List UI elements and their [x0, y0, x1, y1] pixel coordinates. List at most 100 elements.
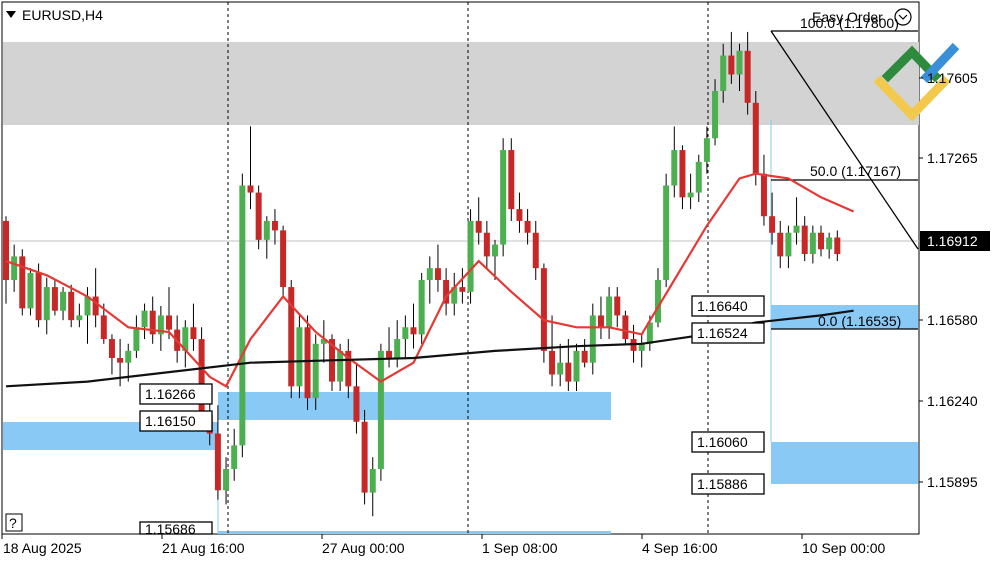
- bullish-candle: [809, 232, 816, 255]
- svg-text:1.15886: 1.15886: [697, 476, 748, 492]
- bearish-candle: [410, 327, 417, 335]
- bullish-candle: [589, 315, 596, 363]
- bullish-candle: [27, 272, 34, 309]
- time-axis-label: 18 Aug 2025: [3, 540, 82, 556]
- bearish-candle: [483, 232, 490, 257]
- svg-text:1.16524: 1.16524: [697, 325, 748, 341]
- bullish-candle: [377, 350, 384, 470]
- bullish-candle: [720, 55, 727, 91]
- svg-text:1.16150: 1.16150: [145, 413, 196, 429]
- svg-text:1.16640: 1.16640: [697, 298, 748, 314]
- bullish-candle: [231, 445, 238, 470]
- bullish-candle: [736, 50, 743, 75]
- bearish-candle: [149, 310, 156, 335]
- bullish-candle: [500, 150, 507, 245]
- bearish-candle: [728, 55, 735, 75]
- bearish-candle: [386, 350, 393, 358]
- svg-text:?: ?: [9, 515, 17, 531]
- bullish-candle: [557, 362, 564, 375]
- easy-order-label[interactable]: Easy Order: [812, 9, 883, 25]
- fib-label-100: 100.0 (1.17800): [800, 15, 899, 31]
- bearish-candle: [68, 291, 75, 321]
- bullish-candle: [426, 268, 433, 280]
- bullish-candle: [655, 280, 661, 323]
- bearish-candle: [622, 315, 629, 340]
- svg-text:1.16266: 1.16266: [145, 386, 196, 402]
- bullish-candle: [606, 296, 613, 328]
- bullish-candle: [76, 315, 83, 321]
- bullish-candle: [43, 287, 50, 321]
- support-zone-middle: [218, 392, 611, 420]
- support-zone-right-lower: [771, 442, 918, 484]
- symbol-menu-triangle-icon[interactable]: [6, 11, 16, 18]
- bullish-candle: [467, 220, 474, 292]
- bearish-candle: [524, 220, 531, 233]
- current-price-tag: 1.16912: [920, 231, 990, 251]
- bearish-candle: [614, 296, 621, 316]
- bullish-candle: [337, 350, 344, 382]
- svg-text:1.16912: 1.16912: [927, 233, 978, 249]
- price-box-1.16266: 1.16266: [139, 383, 213, 405]
- easy-order-icon[interactable]: [894, 8, 912, 26]
- bearish-candle: [345, 350, 352, 387]
- bullish-candle: [671, 150, 678, 186]
- symbol-label: EURUSD,H4: [22, 7, 103, 23]
- bullish-candle: [418, 280, 425, 335]
- bullish-candle: [703, 138, 710, 162]
- bullish-candle: [785, 232, 792, 257]
- price-box-1.16060: 1.16060: [691, 431, 765, 453]
- bullish-candle: [60, 291, 67, 311]
- time-axis-label: 21 Aug 16:00: [162, 540, 245, 556]
- bearish-candle: [198, 339, 205, 415]
- bearish-candle: [3, 220, 9, 280]
- bearish-candle: [777, 232, 784, 257]
- price-box-1.16150: 1.16150: [139, 410, 213, 432]
- bearish-candle: [214, 433, 221, 491]
- bullish-candle: [687, 192, 694, 198]
- support-zone-right-upper: [771, 305, 918, 329]
- bearish-candle: [475, 220, 482, 233]
- bullish-candle: [646, 322, 653, 344]
- bearish-candle: [769, 216, 776, 233]
- time-axis-label: 1 Sep 08:00: [482, 540, 558, 556]
- price-box-1.16524: 1.16524: [691, 322, 765, 344]
- price-axis: 1.17605 1.17265 1.16580 1.16240 1.15895: [919, 70, 978, 490]
- bearish-candle: [581, 350, 588, 363]
- price-axis-label: 1.16240: [927, 393, 978, 409]
- bullish-candle: [573, 350, 580, 382]
- bearish-candle: [834, 237, 841, 255]
- fib-trendline[interactable]: [770, 30, 919, 250]
- support-zone-bottom: [218, 531, 611, 534]
- bearish-candle: [35, 272, 42, 321]
- bullish-candle: [402, 327, 409, 340]
- price-box-1.15886: 1.15886: [691, 473, 765, 495]
- help-button[interactable]: ?: [5, 513, 23, 532]
- bearish-candle: [565, 362, 572, 382]
- bearish-candle: [19, 256, 26, 309]
- bullish-candle: [141, 310, 148, 328]
- bearish-candle: [801, 225, 808, 255]
- bullish-candle: [394, 339, 401, 358]
- bearish-candle: [532, 232, 539, 269]
- bearish-candle: [92, 296, 99, 316]
- bullish-candle: [223, 469, 230, 491]
- bullish-candle: [263, 220, 270, 240]
- bullish-candle: [125, 350, 132, 363]
- bearish-candle: [117, 357, 124, 363]
- bearish-candle: [247, 185, 254, 193]
- bearish-candle: [271, 220, 278, 231]
- time-axis-label: 10 Sep 00:00: [802, 540, 886, 556]
- bearish-candle: [100, 315, 107, 340]
- bearish-candle: [459, 287, 466, 292]
- bearish-candle: [597, 315, 604, 328]
- bearish-candle: [516, 209, 523, 221]
- fib-label-50: 50.0 (1.17167): [810, 163, 901, 179]
- price-box-1.15686: 1.15686: [139, 521, 213, 537]
- bullish-candle: [239, 185, 246, 446]
- bullish-candle: [182, 327, 189, 351]
- time-axis: 18 Aug 2025 21 Aug 16:00 27 Aug 00:00 1 …: [1, 534, 886, 556]
- bullish-candle: [492, 244, 498, 257]
- bearish-candle: [51, 287, 58, 311]
- broker-logo-icon: [873, 42, 960, 122]
